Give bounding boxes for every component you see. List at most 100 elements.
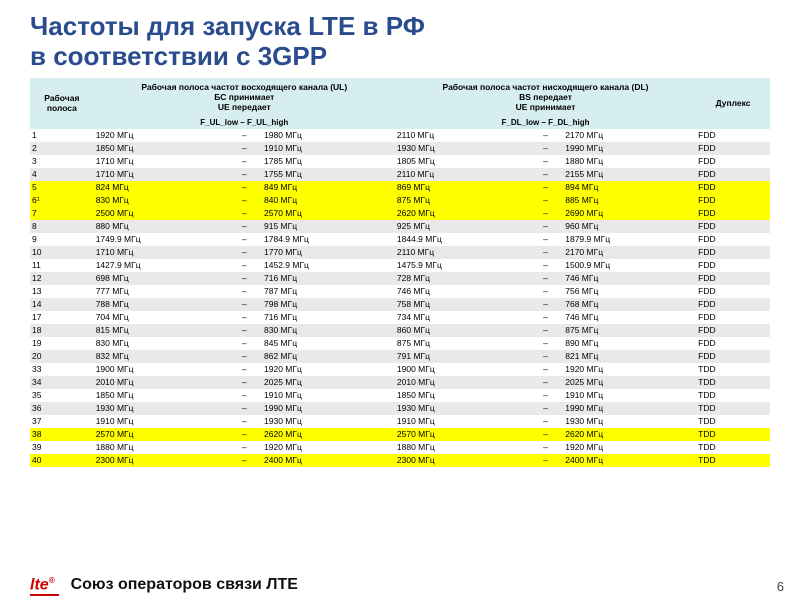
cell-dash: – (227, 337, 262, 350)
cell-dl-hi: 746 МГц (563, 272, 696, 285)
cell-duplex: FDD (696, 285, 770, 298)
cell-dash: – (528, 129, 563, 142)
slide-title: Частоты для запуска LTE в РФ в соответст… (0, 0, 800, 78)
cell-band: 5 (30, 181, 94, 194)
cell-dash: – (528, 233, 563, 246)
cell-dl-hi: 768 МГц (563, 298, 696, 311)
cell-dl-hi: 960 МГц (563, 220, 696, 233)
cell-dl-hi: 1990 МГц (563, 402, 696, 415)
cell-ul-lo: 2300 МГц (94, 454, 227, 467)
cell-dl-lo: 1850 МГц (395, 389, 528, 402)
cell-duplex: FDD (696, 207, 770, 220)
cell-band: 34 (30, 376, 94, 389)
cell-dl-lo: 1880 МГц (395, 441, 528, 454)
lte-logo-text: lte (30, 576, 49, 593)
footer-text: Союз операторов связи ЛТЕ (71, 576, 298, 594)
cell-dl-hi: 2170 МГц (563, 129, 696, 142)
lte-logo: lte® (30, 576, 55, 594)
cell-dash: – (528, 402, 563, 415)
cell-dash: – (227, 181, 262, 194)
cell-ul-hi: 915 МГц (262, 220, 395, 233)
cell-band: 13 (30, 285, 94, 298)
table-row: 391880 МГц–1920 МГц1880 МГц–1920 МГцTDD (30, 441, 770, 454)
cell-ul-hi: 1784.9 МГц (262, 233, 395, 246)
cell-dash: – (528, 155, 563, 168)
cell-dl-hi: 2155 МГц (563, 168, 696, 181)
cell-dl-lo: 869 МГц (395, 181, 528, 194)
cell-dl-hi: 1920 МГц (563, 363, 696, 376)
cell-duplex: FDD (696, 324, 770, 337)
cell-duplex: FDD (696, 350, 770, 363)
cell-band: 2 (30, 142, 94, 155)
cell-dash: – (528, 311, 563, 324)
cell-ul-lo: 2570 МГц (94, 428, 227, 441)
cell-dl-hi: 890 МГц (563, 337, 696, 350)
cell-dash: – (227, 441, 262, 454)
cell-ul-lo: 1749.9 МГц (94, 233, 227, 246)
cell-duplex: FDD (696, 311, 770, 324)
cell-ul-hi: 716 МГц (262, 311, 395, 324)
cell-ul-lo: 2500 МГц (94, 207, 227, 220)
cell-ul-hi: 1770 МГц (262, 246, 395, 259)
cell-dash: – (227, 272, 262, 285)
cell-dash: – (227, 376, 262, 389)
cell-dl-lo: 2110 МГц (395, 129, 528, 142)
cell-duplex: FDD (696, 233, 770, 246)
cell-duplex: FDD (696, 155, 770, 168)
cell-ul-hi: 845 МГц (262, 337, 395, 350)
cell-ul-hi: 1920 МГц (262, 363, 395, 376)
cell-dash: – (227, 324, 262, 337)
cell-ul-lo: 1880 МГц (94, 441, 227, 454)
page-number: 6 (777, 579, 784, 594)
cell-ul-lo: 830 МГц (94, 194, 227, 207)
cell-ul-hi: 862 МГц (262, 350, 395, 363)
cell-band: 11 (30, 259, 94, 272)
cell-dl-hi: 1880 МГц (563, 155, 696, 168)
cell-dash: – (227, 298, 262, 311)
cell-dash: – (528, 389, 563, 402)
cell-dl-lo: 1930 МГц (395, 402, 528, 415)
title-line-1: Частоты для запуска LTE в РФ (30, 11, 425, 41)
cell-dl-hi: 1910 МГц (563, 389, 696, 402)
table-row: 331900 МГц–1920 МГц1900 МГц–1920 МГцTDD (30, 363, 770, 376)
cell-dl-lo: 925 МГц (395, 220, 528, 233)
cell-dash: – (227, 311, 262, 324)
cell-ul-hi: 1930 МГц (262, 415, 395, 428)
cell-duplex: TDD (696, 389, 770, 402)
cell-duplex: FDD (696, 246, 770, 259)
cell-ul-hi: 1990 МГц (262, 402, 395, 415)
cell-dl-lo: 734 МГц (395, 311, 528, 324)
cell-duplex: FDD (696, 298, 770, 311)
cell-dl-lo: 875 МГц (395, 194, 528, 207)
cell-dl-lo: 1930 МГц (395, 142, 528, 155)
cell-dash: – (227, 285, 262, 298)
cell-dash: – (528, 168, 563, 181)
cell-duplex: FDD (696, 194, 770, 207)
cell-dash: – (227, 129, 262, 142)
cell-ul-hi: 1755 МГц (262, 168, 395, 181)
cell-duplex: TDD (696, 441, 770, 454)
cell-band: 10 (30, 246, 94, 259)
cell-ul-lo: 1850 МГц (94, 142, 227, 155)
cell-duplex: FDD (696, 181, 770, 194)
cell-dl-lo: 875 МГц (395, 337, 528, 350)
table-row: 382570 МГц–2620 МГц2570 МГц–2620 МГцTDD (30, 428, 770, 441)
footer: lte® Союз операторов связи ЛТЕ (0, 576, 800, 594)
cell-ul-lo: 1920 МГц (94, 129, 227, 142)
table-row: 361930 МГц–1990 МГц1930 МГц–1990 МГцTDD (30, 402, 770, 415)
cell-dl-lo: 2010 МГц (395, 376, 528, 389)
cell-duplex: TDD (696, 428, 770, 441)
table-row: 111427.9 МГц–1452.9 МГц1475.9 МГц–1500.9… (30, 259, 770, 272)
cell-ul-lo: 1930 МГц (94, 402, 227, 415)
table-row: 12698 МГц–716 МГц728 МГц–746 МГцFDD (30, 272, 770, 285)
cell-dash: – (227, 142, 262, 155)
table-row: 72500 МГц–2570 МГц2620 МГц–2690 МГцFDD (30, 207, 770, 220)
cell-band: 40 (30, 454, 94, 467)
cell-ul-lo: 830 МГц (94, 337, 227, 350)
th-dl: Рабочая полоса частот нисходящего канала… (395, 78, 696, 116)
table-row: 6¹830 МГц–840 МГц875 МГц–885 МГцFDD (30, 194, 770, 207)
cell-ul-hi: 849 МГц (262, 181, 395, 194)
cell-dash: – (227, 207, 262, 220)
th-ul: Рабочая полоса частот восходящего канала… (94, 78, 395, 116)
cell-dash: – (528, 246, 563, 259)
